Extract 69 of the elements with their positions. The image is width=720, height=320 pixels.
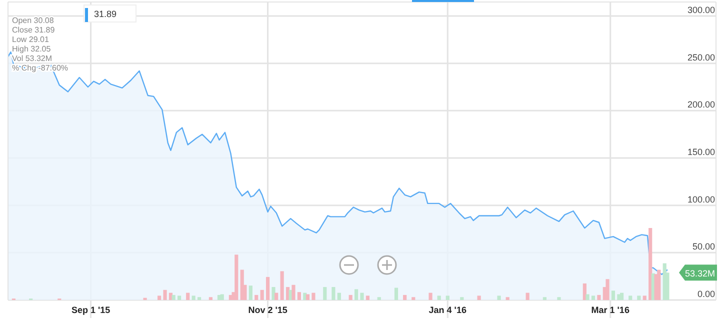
bar — [366, 296, 370, 300]
bar — [234, 254, 238, 300]
y-tick-label: 300.00 — [687, 5, 715, 15]
y-tick-label: 50.00 — [692, 242, 715, 252]
bar — [360, 292, 364, 300]
bar — [163, 290, 167, 300]
bar — [460, 297, 464, 300]
bar — [274, 292, 278, 300]
annotation: Open 30.08 — [12, 16, 54, 25]
bar — [186, 292, 190, 300]
annotation: Close 31.89 — [12, 26, 56, 34]
y-tick-label: 250.00 — [687, 52, 715, 62]
bar — [586, 294, 590, 300]
y-tick-label: 150.00 — [687, 147, 715, 157]
bar — [620, 292, 624, 300]
bar — [292, 284, 296, 300]
bar — [220, 294, 224, 300]
bar — [254, 294, 258, 300]
annotation: 31.89 — [94, 9, 117, 19]
bar — [323, 287, 327, 300]
bar — [177, 296, 182, 300]
bar — [394, 288, 398, 300]
y-tick-label: 100.00 — [687, 194, 715, 204]
bar — [280, 271, 284, 300]
bar — [377, 297, 381, 300]
x-tick-label: Jan 4 '16 — [428, 305, 466, 315]
bar — [642, 296, 646, 300]
bar — [197, 297, 202, 300]
bar — [497, 296, 501, 300]
bar — [260, 290, 264, 300]
bar — [526, 292, 530, 300]
bar — [403, 294, 407, 300]
bar — [266, 276, 270, 300]
bar — [648, 228, 652, 300]
y-tick-label: 0.00 — [697, 289, 715, 299]
bar — [312, 292, 316, 300]
bar — [248, 286, 252, 300]
bar — [348, 294, 352, 300]
bar — [172, 294, 176, 300]
y-tick-label: 200.00 — [687, 100, 715, 110]
x-tick-label: Sep 1 '15 — [71, 305, 110, 315]
bar — [297, 292, 301, 300]
bar — [332, 287, 336, 300]
bar — [446, 296, 450, 300]
bar — [477, 296, 481, 300]
bar — [657, 270, 661, 300]
bar — [557, 297, 561, 300]
bar — [428, 292, 432, 300]
bar — [192, 296, 196, 300]
bar — [611, 290, 616, 300]
bar — [354, 289, 358, 300]
annotation: Low 29.01 — [12, 35, 50, 44]
bar — [437, 296, 441, 300]
x-tick-label: Mar 1 '16 — [591, 305, 630, 315]
bar — [628, 296, 632, 300]
bar — [606, 279, 610, 300]
bar — [542, 297, 547, 300]
bar — [597, 294, 601, 300]
bar — [591, 296, 596, 300]
bar — [208, 297, 212, 300]
annotation: 53.32M — [685, 268, 716, 279]
bar — [637, 296, 641, 300]
x-tick-label: Nov 2 '15 — [248, 305, 288, 315]
bar — [506, 297, 510, 300]
bar — [272, 287, 276, 300]
bar — [412, 297, 416, 300]
bar — [306, 294, 310, 300]
bar — [158, 296, 162, 300]
annotation: High 32.05 — [12, 44, 52, 54]
